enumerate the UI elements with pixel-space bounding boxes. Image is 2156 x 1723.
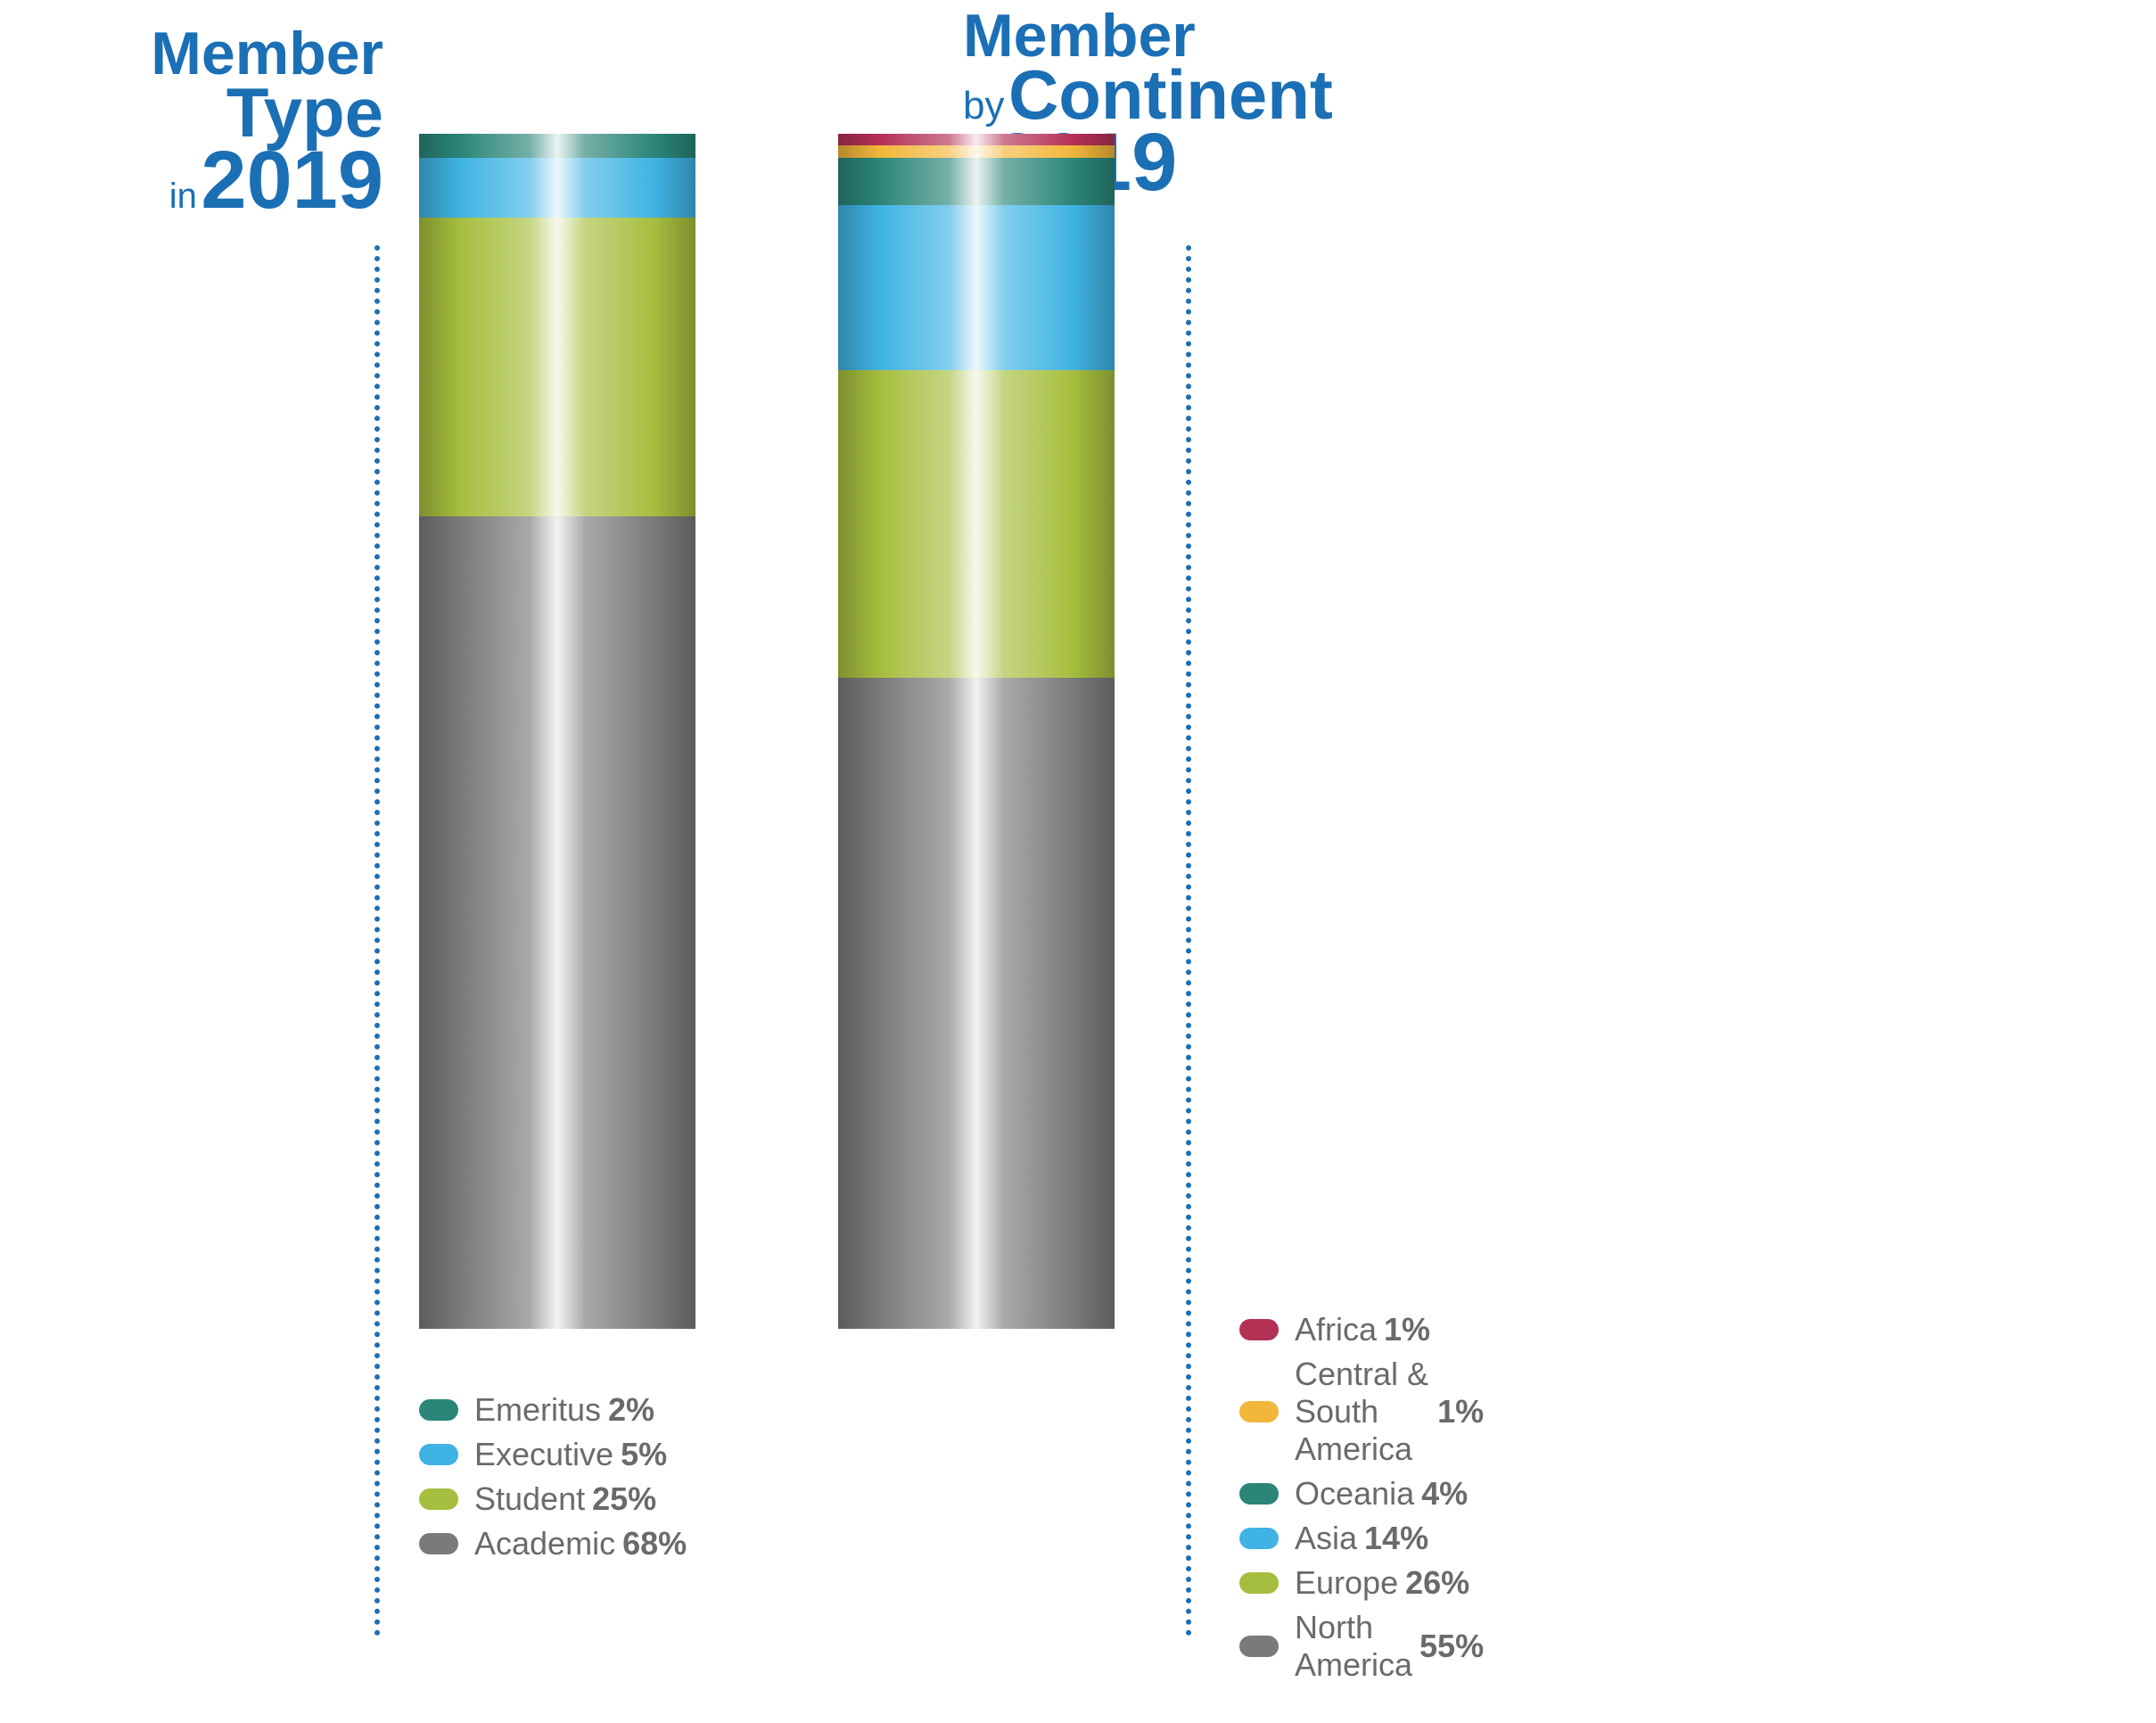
legend-member-continent: Africa1%Central & South America1%Oceania…: [1239, 1311, 1484, 1691]
legend-value: 1%: [1384, 1311, 1430, 1348]
legend-label: Asia: [1295, 1520, 1357, 1557]
legend-swatch: [419, 1488, 458, 1510]
legend-item: Student25%: [419, 1480, 687, 1518]
legend-label: North America: [1295, 1609, 1412, 1684]
legend-label: Emeritus: [474, 1391, 601, 1429]
legend-value: 55%: [1420, 1628, 1484, 1665]
bar-segment: [419, 516, 695, 1329]
bar-segment: [419, 158, 695, 218]
legend-label: Oceania: [1295, 1475, 1414, 1513]
legend-value: 68%: [622, 1525, 687, 1562]
legend-value: 1%: [1437, 1393, 1484, 1430]
bar-segment: [419, 218, 695, 516]
legend-item: Oceania4%: [1239, 1475, 1484, 1513]
legend-label: Student: [474, 1480, 585, 1518]
legend-item: Central & South America1%: [1239, 1356, 1484, 1468]
bar-segment: [838, 145, 1115, 157]
legend-item: Academic68%: [419, 1525, 687, 1562]
legend-label: Africa: [1295, 1311, 1377, 1348]
legend-item: Executive5%: [419, 1436, 687, 1473]
legend-swatch: [419, 1399, 458, 1421]
legend-swatch: [1239, 1401, 1279, 1422]
title-line3: in 2019: [27, 144, 383, 218]
bar-segment: [838, 370, 1115, 678]
legend-value: 4%: [1421, 1475, 1468, 1513]
legend-value: 14%: [1364, 1520, 1428, 1557]
legend-label: Academic: [474, 1525, 615, 1562]
bar-segment: [838, 205, 1115, 371]
legend-swatch: [419, 1533, 458, 1554]
dotted-guide-left: [374, 245, 380, 1636]
legend-label: Europe: [1295, 1564, 1398, 1602]
legend-value: 26%: [1405, 1564, 1469, 1602]
legend-member-type: Emeritus2% Executive5% Student25% Academic6…: [419, 1391, 687, 1570]
title-line3-small: in: [169, 177, 197, 216]
legend-item: Emeritus2%: [419, 1391, 687, 1429]
bar-segment: [419, 134, 695, 158]
title-member-type: Member Type in 2019: [27, 27, 383, 218]
legend-label: Executive: [474, 1436, 613, 1473]
legend-swatch: [419, 1444, 458, 1465]
title-line3-big: 2019: [201, 135, 383, 226]
legend-item: Asia14%: [1239, 1520, 1484, 1557]
legend-swatch: [1239, 1528, 1279, 1549]
legend-item: Europe26%: [1239, 1564, 1484, 1602]
bar-segment: [838, 158, 1115, 205]
legend-swatch: [1239, 1319, 1279, 1340]
bar-segment: [838, 678, 1115, 1329]
legend-item: North America55%: [1239, 1609, 1484, 1684]
stacked-bar-member-type: [419, 134, 695, 1329]
legend-item: Africa1%: [1239, 1311, 1484, 1348]
legend-label: Central & South America: [1295, 1356, 1430, 1468]
legend-swatch: [1239, 1636, 1279, 1657]
dotted-guide-right: [1186, 245, 1191, 1636]
legend-value: 25%: [592, 1480, 656, 1518]
legend-swatch: [1239, 1572, 1279, 1594]
legend-value: 5%: [621, 1436, 667, 1473]
stacked-bar-member-continent: [838, 134, 1115, 1329]
legend-value: 2%: [608, 1391, 654, 1429]
legend-swatch: [1239, 1483, 1279, 1505]
bar-segment: [838, 134, 1115, 145]
